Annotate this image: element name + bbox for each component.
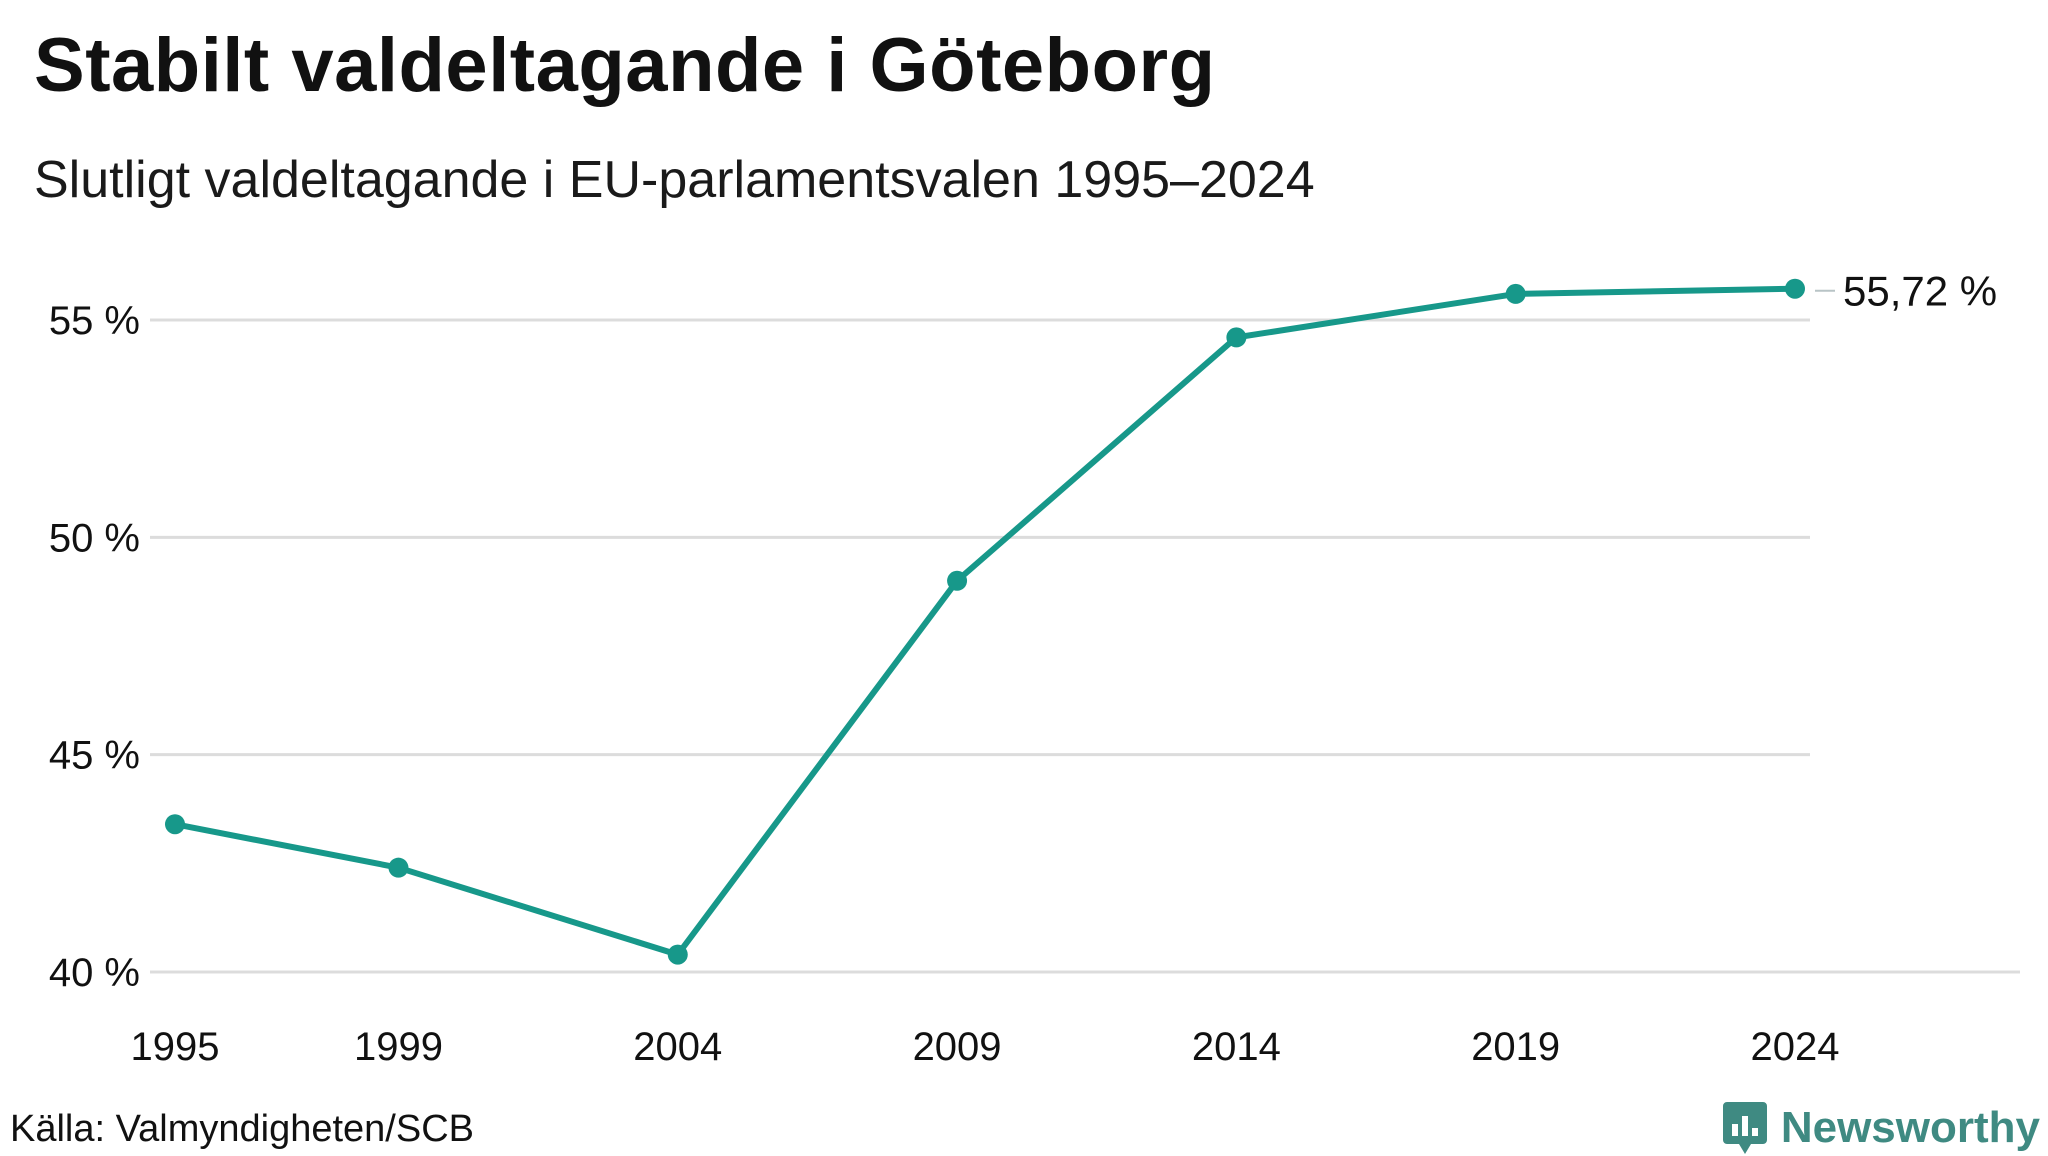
brand-name: Newsworthy	[1780, 1103, 2040, 1152]
data-labels: 55,72 %	[1815, 268, 1997, 315]
y-tick-label: 55 %	[49, 299, 140, 343]
y-tick-label: 45 %	[49, 734, 140, 778]
y-tick-label: 50 %	[49, 516, 140, 560]
source-note: Källa: Valmyndigheten/SCB	[10, 1108, 474, 1150]
x-tick-label: 1995	[131, 1025, 220, 1069]
x-tick-label: 2004	[633, 1025, 722, 1069]
y-axis-ticks: 40 % 45 % 50 % 55 %	[49, 299, 140, 995]
x-tick-label: 1999	[354, 1025, 443, 1069]
brand-logo: Newsworthy	[1721, 1100, 2040, 1156]
chart-subtitle: Slutligt valdeltagande i EU-parlamentsva…	[34, 151, 1315, 209]
grid-lines	[150, 318, 2020, 974]
y-tick-label: 40 %	[49, 951, 140, 995]
data-point-1999	[388, 857, 409, 878]
x-tick-label: 2019	[1471, 1025, 1560, 1069]
data-point-2019	[1505, 283, 1526, 304]
data-point-2004	[667, 944, 688, 965]
x-tick-label: 2024	[1751, 1025, 1840, 1069]
bar-chart-badge-icon	[1722, 1102, 1767, 1154]
series-layer	[165, 278, 1805, 965]
chart-title: Stabilt valdeltagande i Göteborg	[34, 23, 1216, 108]
x-axis-ticks: 1995 1999 2004 2009 2014 2019 2024	[131, 1025, 1840, 1069]
end-value-label: 55,72 %	[1843, 268, 1997, 315]
x-tick-label: 2014	[1192, 1025, 1281, 1069]
x-tick-label: 2009	[913, 1025, 1002, 1069]
data-point-2009	[947, 570, 968, 591]
data-point-1995	[165, 814, 185, 835]
series-line	[172, 285, 1798, 958]
data-point-2014	[1226, 327, 1247, 348]
data-point-2024	[1785, 278, 1805, 299]
